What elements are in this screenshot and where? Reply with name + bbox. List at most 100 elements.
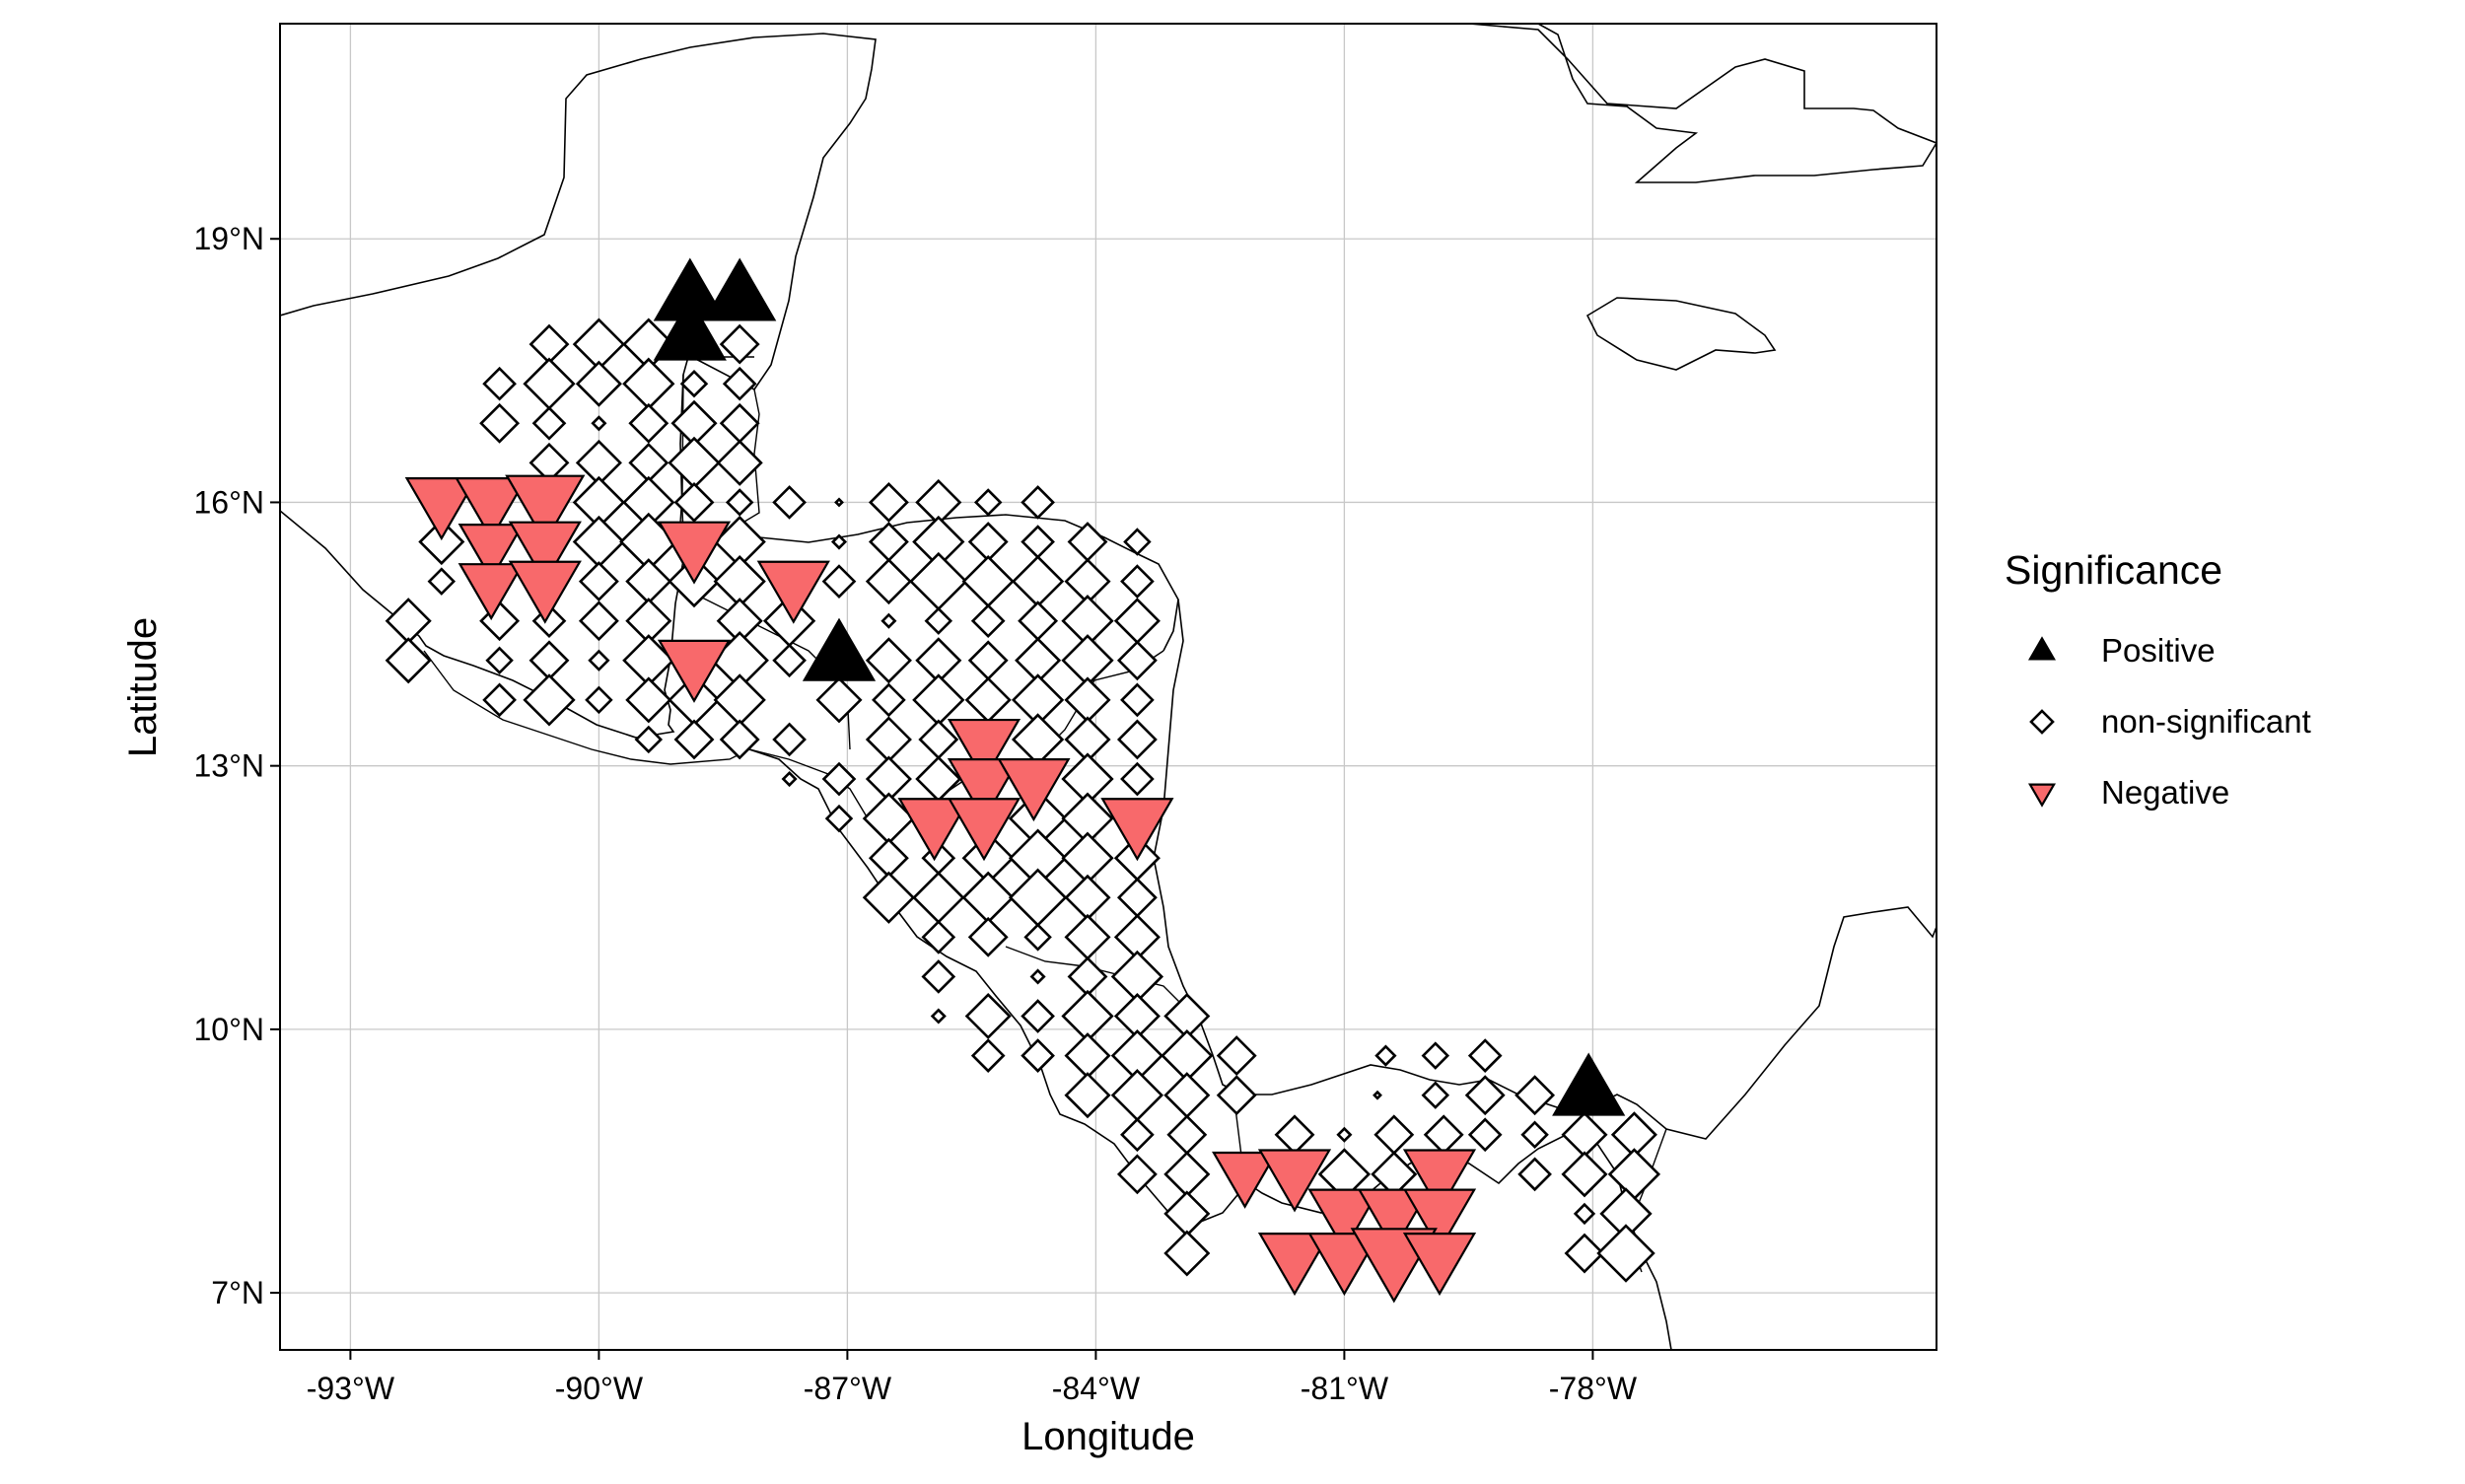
non-significant-marker [865, 637, 912, 684]
negative-marker [508, 560, 582, 624]
negative-marker [1307, 1188, 1381, 1252]
non-significant-marker [1561, 1111, 1608, 1159]
non-significant-marker [1421, 1041, 1450, 1070]
non-significant-marker [628, 442, 669, 483]
non-significant-marker [865, 716, 912, 763]
non-significant-marker [575, 360, 622, 407]
non-significant-marker [673, 482, 715, 523]
non-significant-marker [1021, 485, 1055, 520]
non-significant-marker [1116, 1154, 1158, 1195]
non-significant-marker [1064, 676, 1111, 724]
non-significant-marker [1067, 956, 1108, 997]
non-significant-marker [622, 357, 675, 410]
non-significant-marker [970, 1038, 1006, 1073]
gridlines [280, 24, 1937, 1350]
negative-marker [1257, 1233, 1332, 1297]
non-significant-marker [868, 837, 909, 879]
non-significant-marker [1520, 1120, 1549, 1150]
non-significant-marker [1120, 761, 1155, 797]
non-significant-marker [1021, 1038, 1055, 1073]
non-significant-marker [1423, 1114, 1464, 1156]
y-axis-title: Latitude [121, 617, 165, 757]
non-significant-marker [482, 682, 517, 718]
non-significant-marker [1561, 1151, 1608, 1198]
non-significant-marker [719, 402, 760, 444]
legend-negative-label: Negative [2101, 774, 2229, 811]
non-significant-marker [834, 497, 844, 508]
non-significant-marker [531, 405, 567, 441]
legend-non-significant-symbol [2029, 709, 2055, 735]
non-significant-marker [528, 323, 570, 365]
non-significant-marker [772, 722, 807, 757]
non-significant-marker [679, 369, 709, 398]
non-significant-marker [1421, 1081, 1450, 1109]
positive-marker [802, 617, 877, 681]
non-significant-marker [1336, 1126, 1353, 1143]
non-significant-marker [1023, 923, 1052, 952]
x-tick-label: -78°W [1549, 1371, 1638, 1406]
legend: Significance Positive non-significant Nega… [2005, 547, 2311, 811]
non-significant-marker [1163, 1230, 1211, 1277]
negative-marker [458, 523, 525, 582]
non-significant-marker [912, 673, 965, 727]
non-significant-marker [1018, 601, 1059, 642]
non-significant-marker [1517, 1157, 1552, 1192]
non-significant-marker [1163, 1190, 1211, 1237]
non-significant-marker [385, 598, 432, 645]
x-tick-label: -93°W [307, 1371, 395, 1406]
non-significant-marker [1564, 1233, 1605, 1274]
coastline-cuba [1468, 24, 1937, 183]
non-significant-marker [1021, 525, 1055, 559]
negative-marker [657, 521, 732, 585]
non-significant-marker [1216, 1035, 1257, 1077]
non-significant-marker [1113, 598, 1161, 645]
non-significant-marker [1064, 874, 1111, 921]
border-guatemala-south [423, 650, 750, 765]
negative-marker [1307, 1233, 1381, 1297]
non-significant-marker [924, 606, 953, 635]
y-tick-label: 10°N [194, 1012, 265, 1047]
non-significant-marker [719, 719, 760, 760]
non-significant-marker [781, 770, 798, 788]
legend-negative-symbol [2027, 783, 2057, 808]
coastlines-and-borders [280, 24, 1937, 1350]
non-significant-marker [930, 1008, 947, 1025]
non-significant-marker [772, 643, 807, 678]
negative-marker [1402, 1233, 1477, 1297]
non-significant-marker [1011, 554, 1065, 608]
negative-marker [1100, 798, 1174, 862]
non-significant-marker [713, 673, 766, 727]
y-tick-label: 16°N [194, 484, 265, 520]
y-tick-label: 7°N [211, 1275, 264, 1310]
non-significant-marker [625, 676, 672, 724]
coastline-honduras-north [729, 514, 1179, 652]
negative-marker [505, 474, 586, 544]
non-significant-marker [921, 920, 956, 954]
non-significant-marker [588, 649, 610, 671]
non-significant-marker [1116, 640, 1158, 681]
negative-marker [947, 718, 1021, 783]
non-significant-marker [1374, 1044, 1397, 1067]
non-significant-marker [1067, 522, 1108, 562]
non-significant-marker [961, 554, 1015, 608]
non-significant-marker [1123, 528, 1152, 556]
non-significant-marker [1373, 1090, 1382, 1100]
x-tick-label: -84°W [1052, 1371, 1141, 1406]
non-significant-marker [572, 515, 626, 569]
non-significant-marker [830, 533, 848, 550]
negative-marker [508, 521, 582, 585]
non-significant-marker [862, 871, 916, 924]
plot-panel-border [279, 23, 1937, 1351]
non-significant-marker [479, 601, 521, 642]
non-significant-marker [967, 522, 1009, 562]
non-significant-marker [385, 637, 432, 684]
negative-marker [1257, 1149, 1332, 1213]
negative-marker [455, 477, 528, 541]
negative-marker [756, 560, 830, 624]
non-significant-marker [482, 366, 517, 401]
positive-marker [1552, 1052, 1626, 1116]
negative-marker [947, 758, 1021, 822]
non-significant-marker [634, 725, 664, 754]
non-significant-marker [1464, 1075, 1506, 1116]
